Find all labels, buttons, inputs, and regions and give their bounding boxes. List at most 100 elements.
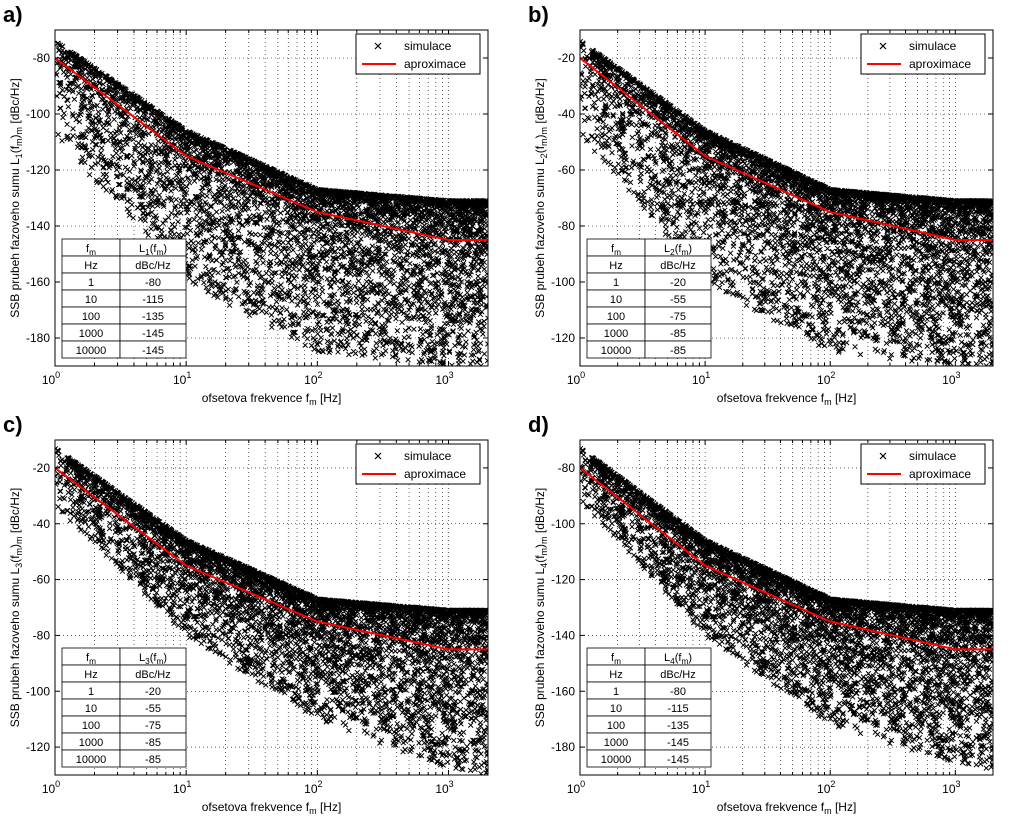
- table-cell-text: -145: [667, 737, 689, 749]
- x-axis-label-part: ofsetova frekvence f: [717, 391, 825, 405]
- x-tick-base: 10: [42, 782, 56, 796]
- legend-box: [860, 443, 986, 485]
- table-cell-text: -135: [142, 311, 164, 323]
- table-cell-text: dBc/Hz: [135, 260, 170, 272]
- table-cell-text-part: -135: [667, 720, 689, 732]
- y-tick-label: -120: [551, 573, 575, 587]
- x-tick-base: 10: [435, 782, 449, 796]
- table-cell-text-part: 1: [88, 686, 94, 698]
- table-cell-text: fm: [86, 243, 96, 257]
- table-cell-text: 10: [85, 703, 97, 715]
- table-cell-text: 10000: [76, 345, 107, 357]
- table-cell-text-part: dBc/Hz: [135, 669, 170, 681]
- table-cell-text: 10: [85, 294, 97, 306]
- table-cell-text: -80: [670, 686, 686, 698]
- y-axis-label-part: SSB prubeh fazoveho sumu L: [533, 567, 547, 727]
- table-cell-text-part: 10000: [76, 345, 107, 357]
- table-cell-text: L1(fm): [139, 243, 167, 257]
- y-axis-label-part: m: [14, 536, 24, 544]
- table-cell-text-part: 1000: [79, 737, 103, 749]
- table-cell-text-part: ): [688, 652, 692, 664]
- table-cell-text: 10: [610, 294, 622, 306]
- y-tick-label: -60: [33, 573, 51, 587]
- table-cell: [644, 340, 712, 359]
- x-tick-base: 10: [692, 782, 706, 796]
- table-cell-text: dBc/Hz: [135, 669, 170, 681]
- series-simulace-markers: [55, 445, 488, 775]
- table-cell-text: -85: [145, 754, 161, 766]
- table-cell-text-part: -145: [667, 737, 689, 749]
- table-cell-text-part: 100: [82, 720, 100, 732]
- x-tick-label: 101: [692, 370, 710, 387]
- y-axis-label-part: (f: [8, 555, 22, 563]
- y-axis-label-group: SSB prubeh fazoveho sumu L2(fm)m [dBc/Hz…: [533, 78, 549, 317]
- x-tick-base: 10: [567, 782, 581, 796]
- table-cell-text-part: 10000: [76, 754, 107, 766]
- x-tick-label: 100: [567, 779, 585, 796]
- table-cell-text-part: -55: [670, 294, 686, 306]
- table-cell-text-part: -80: [145, 277, 161, 289]
- x-tick-exponent: 2: [318, 370, 323, 380]
- table-cell-text: L4(fm): [664, 652, 692, 666]
- y-axis-label-part: 1: [14, 153, 24, 158]
- table-cell-text: -85: [670, 328, 686, 340]
- x-axis-label-part: ofsetova frekvence f: [717, 800, 825, 814]
- table-cell: [119, 749, 187, 768]
- table-cell-text-part: L: [139, 243, 145, 255]
- table-cell-text: 1000: [79, 737, 103, 749]
- y-axis-label-part: ): [533, 134, 547, 138]
- table-cell-text: Hz: [609, 669, 622, 681]
- y-tick-label: -120: [26, 740, 50, 754]
- y-axis-label-part: [dBc/Hz]: [8, 488, 22, 537]
- table-cell-text-part: dBc/Hz: [135, 260, 170, 272]
- x-tick-exponent: 1: [186, 779, 191, 789]
- table-cell-text-part: 2: [670, 248, 675, 257]
- table-cell-text-part: -20: [670, 277, 686, 289]
- y-axis-label-part: m: [539, 127, 549, 135]
- y-axis-label-part: [dBc/Hz]: [533, 488, 547, 537]
- table-cell-text-part: m: [89, 248, 96, 257]
- x-tick-exponent: 2: [830, 779, 835, 789]
- x-tick-exponent: 3: [956, 779, 961, 789]
- table-cell-text: 1: [613, 686, 619, 698]
- legend-marker-simulace: [374, 42, 382, 50]
- table-cell-text: 10000: [601, 754, 632, 766]
- x-tick-base: 10: [942, 782, 956, 796]
- y-tick-label: -120: [551, 331, 575, 345]
- x-tick-base: 10: [173, 782, 187, 796]
- legend-marker-simulace: [374, 452, 382, 460]
- table-cell-text: Hz: [84, 669, 97, 681]
- table-cell-text-part: 10000: [601, 345, 632, 357]
- legend-box: [355, 443, 481, 485]
- y-tick-label: -160: [26, 275, 50, 289]
- table-cell-text-part: m: [156, 657, 163, 666]
- y-axis-label-part: 4: [539, 563, 549, 568]
- y-axis-label-part: m: [539, 536, 549, 544]
- table-cell-text-part: (f: [675, 243, 683, 255]
- table-cell-text-part: ): [688, 243, 692, 255]
- plot-axes-box: [54, 29, 489, 367]
- table-cell-text-part: f: [611, 652, 615, 664]
- table-cell-text-part: f: [611, 243, 615, 255]
- x-tick-label: 102: [304, 370, 322, 387]
- y-axis-label-part: [dBc/Hz]: [8, 78, 22, 127]
- table-cell-text: 100: [607, 311, 625, 323]
- x-tick-label: 103: [435, 370, 453, 387]
- table-cell-text-part: L: [664, 243, 670, 255]
- series-aproximace-line: [580, 57, 993, 241]
- series-aproximace-line: [55, 57, 488, 241]
- table-cell-text: Hz: [84, 260, 97, 272]
- legend-label-simulace: simulace: [909, 39, 957, 53]
- table-cell-text-part: (f: [150, 652, 158, 664]
- table-cell-text-part: 1: [613, 277, 619, 289]
- x-tick-label: 103: [435, 779, 453, 796]
- y-tick-label: -180: [551, 740, 575, 754]
- x-tick-exponent: 2: [830, 370, 835, 380]
- y-axis-label-group: SSB prubeh fazoveho sumu L1(fm)m [dBc/Hz…: [8, 78, 24, 317]
- table-cell-text: -20: [145, 686, 161, 698]
- table-cell-text-part: -75: [145, 720, 161, 732]
- y-axis-label: SSB prubeh fazoveho sumu L3(fm)m [dBc/Hz…: [8, 488, 24, 727]
